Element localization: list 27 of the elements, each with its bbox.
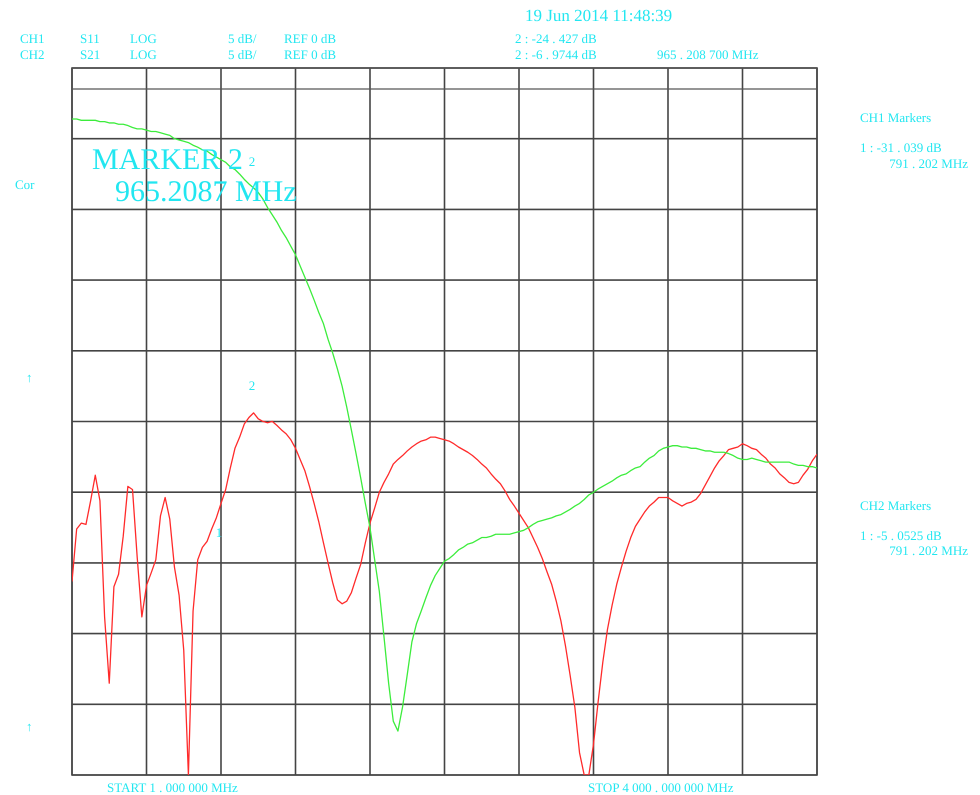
text: 1 : -5 . 0525 dB xyxy=(860,528,942,543)
text: Cor xyxy=(15,177,36,192)
text: 5 dB/ xyxy=(228,47,257,62)
text: 965 . 208 700 MHz xyxy=(657,47,759,62)
text: STOP 4 000 . 000 000 MHz xyxy=(588,780,734,795)
text: S21 xyxy=(80,47,100,62)
text: LOG xyxy=(130,47,157,62)
text: 1 : -31 . 039 dB xyxy=(860,140,942,155)
text: 2 : -24 . 427 dB xyxy=(515,31,597,46)
annotation: 2 xyxy=(248,154,256,169)
text: 791 . 202 MHz xyxy=(889,156,968,171)
text: REF 0 dB xyxy=(284,31,336,46)
text: LOG xyxy=(130,31,157,46)
text: S11 xyxy=(80,31,100,46)
text: REF 0 dB xyxy=(284,47,336,62)
text: 5 dB/ xyxy=(228,31,257,46)
chart-title: 19 Jun 2014 11:48:39 xyxy=(525,6,672,25)
text: CH2 xyxy=(20,47,45,62)
annotation: 2 xyxy=(248,378,256,393)
text: CH1 Markers xyxy=(860,110,932,125)
text: ↑ xyxy=(26,719,32,734)
text: CH2 Markers xyxy=(860,498,932,513)
text: ↑ xyxy=(26,370,32,385)
text: 791 . 202 MHz xyxy=(889,543,968,558)
text: START 1 . 000 000 MHz xyxy=(107,780,238,795)
text: CH1 xyxy=(20,31,45,46)
text: 2 : -6 . 9744 dB xyxy=(515,47,597,62)
